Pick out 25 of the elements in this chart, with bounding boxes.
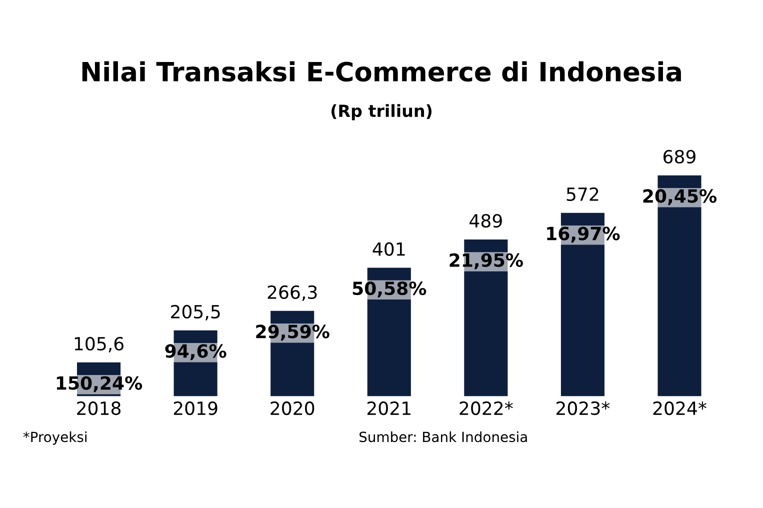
chart-subtitle: (Rp triliun) <box>332 104 432 120</box>
x-tick-label: 2020 <box>270 401 314 416</box>
data-label: 572 <box>566 187 598 202</box>
chart-title: Nilai Transaksi E-Commerce di Indonesia <box>82 61 681 82</box>
annotation: 16,97% <box>547 226 620 243</box>
annotation: 50,58% <box>352 281 426 298</box>
data-label: 205,5 <box>171 304 220 320</box>
x-tick-label: 2023* <box>556 401 610 416</box>
data-label: 401 <box>372 242 405 256</box>
x-tick-label: 2024* <box>653 401 706 416</box>
data-label: 105,6 <box>74 336 124 352</box>
annotation: 150,24% <box>56 376 142 392</box>
data-label: 689 <box>664 150 696 164</box>
x-tick-label: 2019 <box>174 401 218 416</box>
data-label: 489 <box>470 214 502 228</box>
x-tick-label: 2022* <box>460 401 513 416</box>
x-tick-label: 2018 <box>77 401 121 416</box>
annotation: 21,95% <box>450 253 523 270</box>
annotation: 29,59% <box>256 324 330 341</box>
x-tick-label: 2021 <box>367 401 410 416</box>
annotation: 20,45% <box>643 189 717 206</box>
data-label: 266,3 <box>268 285 317 301</box>
annotation: 94,6% <box>165 344 226 360</box>
text: Sumber: Bank Indonesia <box>360 431 527 442</box>
text: *Proyeksi <box>23 431 86 445</box>
